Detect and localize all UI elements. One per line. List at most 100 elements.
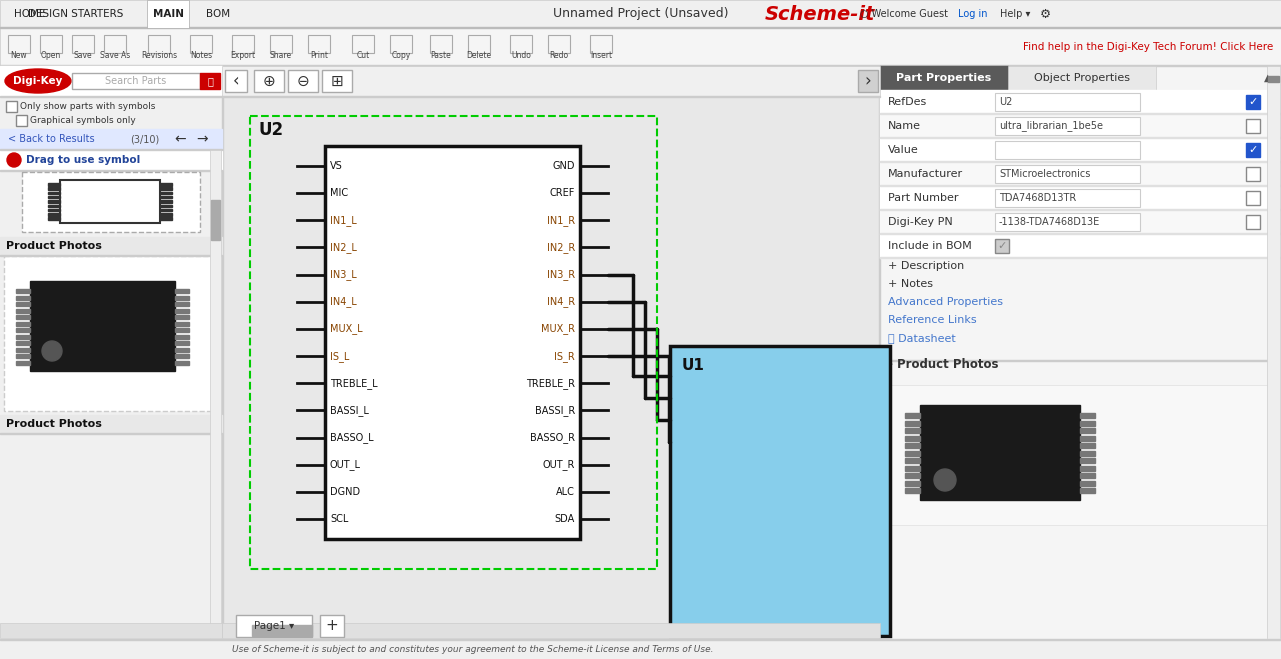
Bar xyxy=(995,117,1140,135)
Text: IN3_L: IN3_L xyxy=(330,269,356,280)
Bar xyxy=(0,150,222,170)
Bar xyxy=(1080,488,1095,493)
Bar xyxy=(880,113,1281,114)
Text: ○ Welcome Guest: ○ Welcome Guest xyxy=(860,9,948,19)
Bar xyxy=(880,138,1281,162)
Text: < Back to Results: < Back to Results xyxy=(8,134,95,144)
Text: ←: ← xyxy=(174,132,186,146)
Bar xyxy=(0,433,222,434)
Text: Digi-Key PN: Digi-Key PN xyxy=(888,217,953,227)
Bar xyxy=(1080,458,1095,463)
Text: Use of Scheme-it is subject to and constitutes your agreement to the Scheme-it L: Use of Scheme-it is subject to and const… xyxy=(232,645,714,654)
Bar xyxy=(236,615,313,637)
Bar xyxy=(15,295,29,299)
Bar xyxy=(1246,119,1261,133)
Bar xyxy=(904,413,920,418)
Circle shape xyxy=(42,341,61,361)
Bar xyxy=(888,385,1273,525)
Text: VS: VS xyxy=(330,161,343,171)
Text: + Notes: + Notes xyxy=(888,279,933,289)
Text: Include in BOM: Include in BOM xyxy=(888,241,972,251)
Bar xyxy=(904,480,920,486)
Bar xyxy=(1246,95,1261,109)
Bar xyxy=(0,65,1281,66)
Text: ⊕: ⊕ xyxy=(263,74,275,88)
Bar xyxy=(1246,191,1261,205)
Text: RefDes: RefDes xyxy=(888,97,927,107)
Bar xyxy=(880,162,1281,186)
Bar xyxy=(0,129,222,149)
Bar xyxy=(1268,76,1278,82)
Bar xyxy=(222,66,880,96)
Bar xyxy=(47,183,60,185)
Text: 🔍: 🔍 xyxy=(208,76,213,86)
Bar xyxy=(175,347,190,351)
Bar xyxy=(254,70,284,92)
Bar xyxy=(880,233,1281,234)
Bar xyxy=(0,639,1281,640)
Text: CREF: CREF xyxy=(550,188,575,198)
Bar xyxy=(72,73,200,89)
Bar xyxy=(904,458,920,463)
Bar xyxy=(880,161,1281,162)
Bar xyxy=(510,35,532,53)
Bar xyxy=(1008,66,1155,90)
Text: BASSI_L: BASSI_L xyxy=(330,405,369,416)
Text: Cut: Cut xyxy=(356,51,370,59)
Bar xyxy=(47,200,60,203)
Text: -1138-TDA7468D13E: -1138-TDA7468D13E xyxy=(999,217,1100,227)
Text: Revisions: Revisions xyxy=(141,51,177,59)
Bar xyxy=(175,335,190,339)
Bar xyxy=(995,93,1140,111)
Bar xyxy=(270,35,292,53)
Text: IN2_L: IN2_L xyxy=(330,242,357,253)
Bar xyxy=(0,623,222,638)
Bar xyxy=(22,172,200,232)
Text: + Description: + Description xyxy=(888,261,965,271)
Text: Manufacturer: Manufacturer xyxy=(888,169,963,179)
Bar xyxy=(1080,413,1095,418)
Bar xyxy=(880,114,1281,138)
Bar xyxy=(47,196,60,198)
Bar xyxy=(1080,451,1095,455)
Text: IS_L: IS_L xyxy=(330,351,350,362)
Bar xyxy=(880,185,1281,186)
Text: Print: Print xyxy=(310,51,328,59)
Text: IS_R: IS_R xyxy=(555,351,575,362)
Bar xyxy=(15,341,29,345)
Bar xyxy=(320,615,345,637)
Text: Redo: Redo xyxy=(550,51,569,59)
Bar xyxy=(880,66,1008,90)
Text: MUX_R: MUX_R xyxy=(541,324,575,334)
Text: Undo: Undo xyxy=(511,51,530,59)
Bar xyxy=(670,346,890,636)
Bar xyxy=(40,35,61,53)
Bar xyxy=(995,189,1140,207)
Text: Save As: Save As xyxy=(100,51,131,59)
Text: Page1 ▾: Page1 ▾ xyxy=(254,621,295,631)
Bar xyxy=(222,623,880,638)
Bar xyxy=(880,209,1281,210)
Text: Save: Save xyxy=(74,51,92,59)
Bar xyxy=(1080,480,1095,486)
Bar xyxy=(47,187,60,190)
Bar xyxy=(920,405,1080,500)
Text: Drag to use symbol: Drag to use symbol xyxy=(26,155,140,165)
Text: Search Parts: Search Parts xyxy=(105,76,167,86)
Bar xyxy=(880,186,1281,210)
Bar xyxy=(880,66,1281,659)
Bar xyxy=(160,183,172,185)
Text: DESIGN STARTERS: DESIGN STARTERS xyxy=(28,9,124,19)
Bar xyxy=(15,360,29,364)
Bar xyxy=(0,0,1281,28)
Text: BASSI_R: BASSI_R xyxy=(534,405,575,416)
Text: Export: Export xyxy=(231,51,256,59)
Text: ‹: ‹ xyxy=(233,72,240,90)
Bar xyxy=(160,200,172,203)
Bar xyxy=(175,302,190,306)
Bar xyxy=(4,256,218,411)
Bar xyxy=(995,165,1140,183)
Text: Digi-Key: Digi-Key xyxy=(13,76,63,86)
Bar xyxy=(904,488,920,493)
Bar xyxy=(147,0,190,28)
